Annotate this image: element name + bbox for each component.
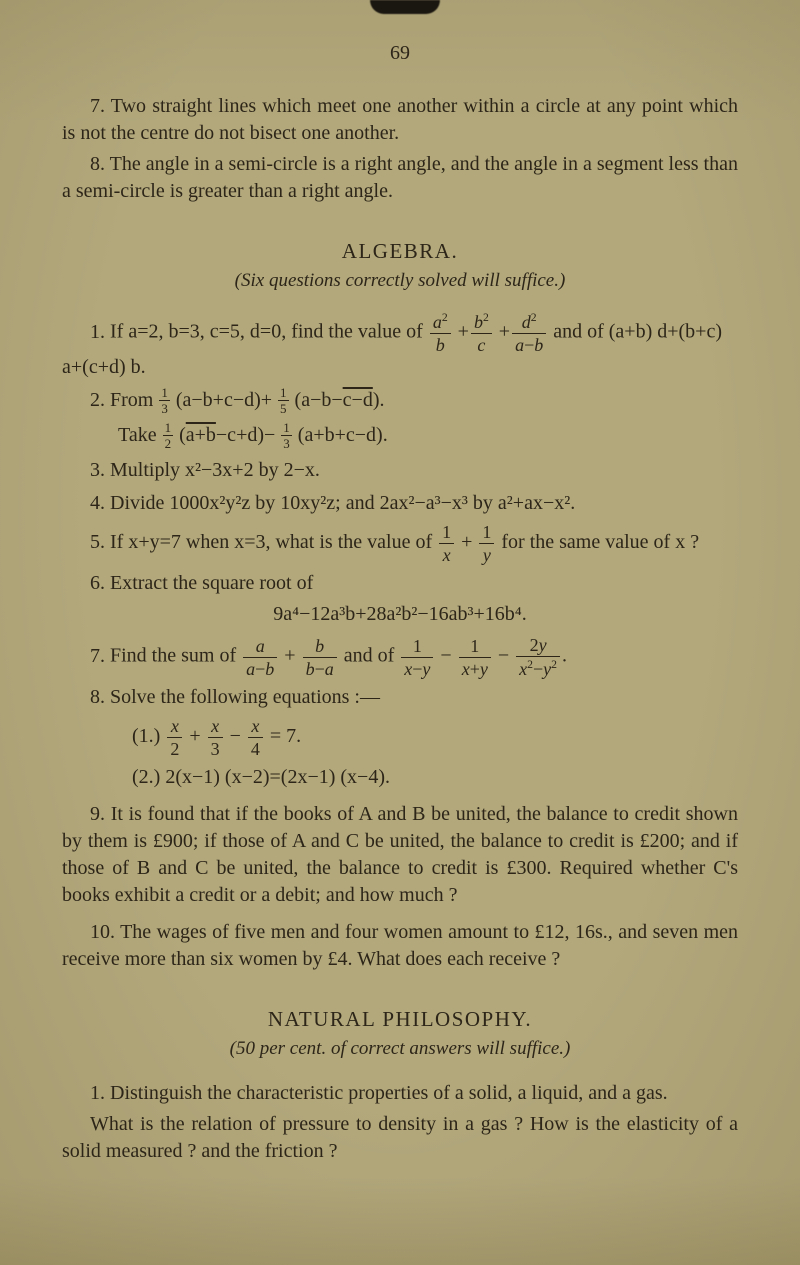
q7-text-a: Find the sum of: [110, 645, 241, 667]
q4-num: 4.: [62, 490, 105, 517]
q8-num: 8.: [62, 684, 105, 711]
algebra-heading: ALGEBRA.: [62, 239, 738, 264]
q5-text-b: for the same value of x ?: [501, 531, 699, 553]
q2-seg3: −c+d)−: [216, 424, 275, 446]
q5-text-a: If x+y=7 when x=3, what is the value of: [110, 531, 432, 553]
q2-seg3a: (: [179, 424, 186, 446]
q6-num: 6.: [62, 570, 105, 597]
algebra-q2-from: 2. From 13 (a−b+c−d)+ 15 (a−b−c−d).: [62, 387, 738, 416]
frac-d2-amb: d2a−b: [512, 312, 546, 354]
algebra-subhead: (Six questions correctly solved will suf…: [62, 270, 738, 292]
intro-q7: 7. Two straight lines which meet one ano…: [62, 93, 738, 147]
frac-b-bma: bb−a: [303, 637, 337, 678]
q2-seg2: (a−b−: [295, 389, 343, 411]
algebra-q7: 7. Find the sum of aa−b + bb−a and of 1x…: [62, 636, 738, 678]
frac-1-xmy: 1x−y: [401, 637, 433, 678]
smallfrac-1-5: 15: [278, 386, 289, 415]
frac-a-amb: aa−b: [243, 637, 277, 678]
frac-1-y: 1y: [479, 523, 494, 564]
algebra-q8-2: (2.) 2(x−1) (x−2)=(2x−1) (x−4).: [62, 764, 738, 791]
frac-2y-x2y2: 2yx2−y2: [516, 636, 560, 678]
q2-take-label: Take: [118, 424, 162, 446]
q2-num-label: 2.: [62, 387, 105, 414]
frac-x-4: x4: [248, 717, 263, 758]
q2-seg2end: ).: [373, 389, 385, 411]
algebra-q1: 1. If a=2, b=3, c=5, d=0, find the value…: [62, 312, 738, 381]
q8-2-text: (2.) 2(x−1) (x−2)=(2x−1) (x−4).: [132, 766, 390, 788]
q1-text-a: If a=2, b=3, c=5, d=0, find the value of: [110, 321, 428, 343]
algebra-q9: 9. It is found that if the books of A an…: [62, 801, 738, 909]
intro-q8: 8. The angle in a semi-circle is a right…: [62, 151, 738, 205]
frac-1-x: 1x: [439, 523, 454, 564]
algebra-q2-take: Take 12 (a+b−c+d)− 13 (a+b+c−d).: [62, 422, 738, 451]
frac-1-xpy: 1x+y: [459, 637, 491, 678]
q3-text: Multiply x²−3x+2 by 2−x.: [110, 459, 320, 481]
q8-1-eq: = 7.: [270, 725, 301, 747]
q2-from-label: From: [110, 389, 158, 411]
algebra-q4: 4. Divide 1000x²y²z by 10xy²z; and 2ax²−…: [62, 490, 738, 517]
q4-text: Divide 1000x²y²z by 10xy²z; and 2ax²−a³−…: [110, 492, 575, 514]
page-body: 69 7. Two straight lines which meet one …: [62, 0, 738, 1169]
natphil-q1: 1. Distinguish the characteristic proper…: [62, 1080, 738, 1107]
page-number: 69: [62, 42, 738, 65]
q2-overline-ab: a+b: [186, 424, 216, 446]
q6-text: Extract the square root of: [110, 572, 313, 594]
algebra-q8-1: (1.) x2 + x3 − x4 = 7.: [62, 717, 738, 758]
smallfrac-1-2: 12: [163, 421, 174, 450]
smallfrac-1-3: 13: [159, 386, 170, 415]
algebra-q5: 5. If x+y=7 when x=3, what is the value …: [62, 523, 738, 564]
frac-a2-b: a2b: [430, 312, 451, 354]
smallfrac-1-3b: 13: [281, 421, 292, 450]
q5-num: 5.: [62, 529, 105, 556]
frac-x-3: x3: [208, 717, 223, 758]
q8-text: Solve the following equations :—: [110, 686, 380, 708]
frac-x-2: x2: [167, 717, 182, 758]
natphil-q2: What is the relation of pressure to dens…: [62, 1111, 738, 1165]
frac-b2-c: b2c: [471, 312, 492, 354]
q7-and: and of: [344, 645, 400, 667]
natphil-heading: NATURAL PHILOSOPHY.: [62, 1007, 738, 1032]
algebra-q8: 8. Solve the following equations :—: [62, 684, 738, 711]
natphil-subhead: (50 per cent. of correct answers will su…: [62, 1038, 738, 1060]
q2-overline-cd: c−d: [343, 389, 373, 411]
q2-seg4: (a+b+c−d).: [298, 424, 388, 446]
q7-num: 7.: [62, 643, 105, 670]
q6-expression: 9a⁴−12a³b+28a²b²−16ab³+16b⁴.: [62, 603, 738, 626]
q8-1-label: (1.): [132, 725, 165, 747]
algebra-q6: 6. Extract the square root of: [62, 570, 738, 597]
q3-num: 3.: [62, 457, 105, 484]
algebra-q3: 3. Multiply x²−3x+2 by 2−x.: [62, 457, 738, 484]
q2-seg1: (a−b+c−d)+: [176, 389, 272, 411]
q1-num-label: 1.: [62, 319, 105, 346]
algebra-q10: 10. The wages of five men and four women…: [62, 919, 738, 973]
